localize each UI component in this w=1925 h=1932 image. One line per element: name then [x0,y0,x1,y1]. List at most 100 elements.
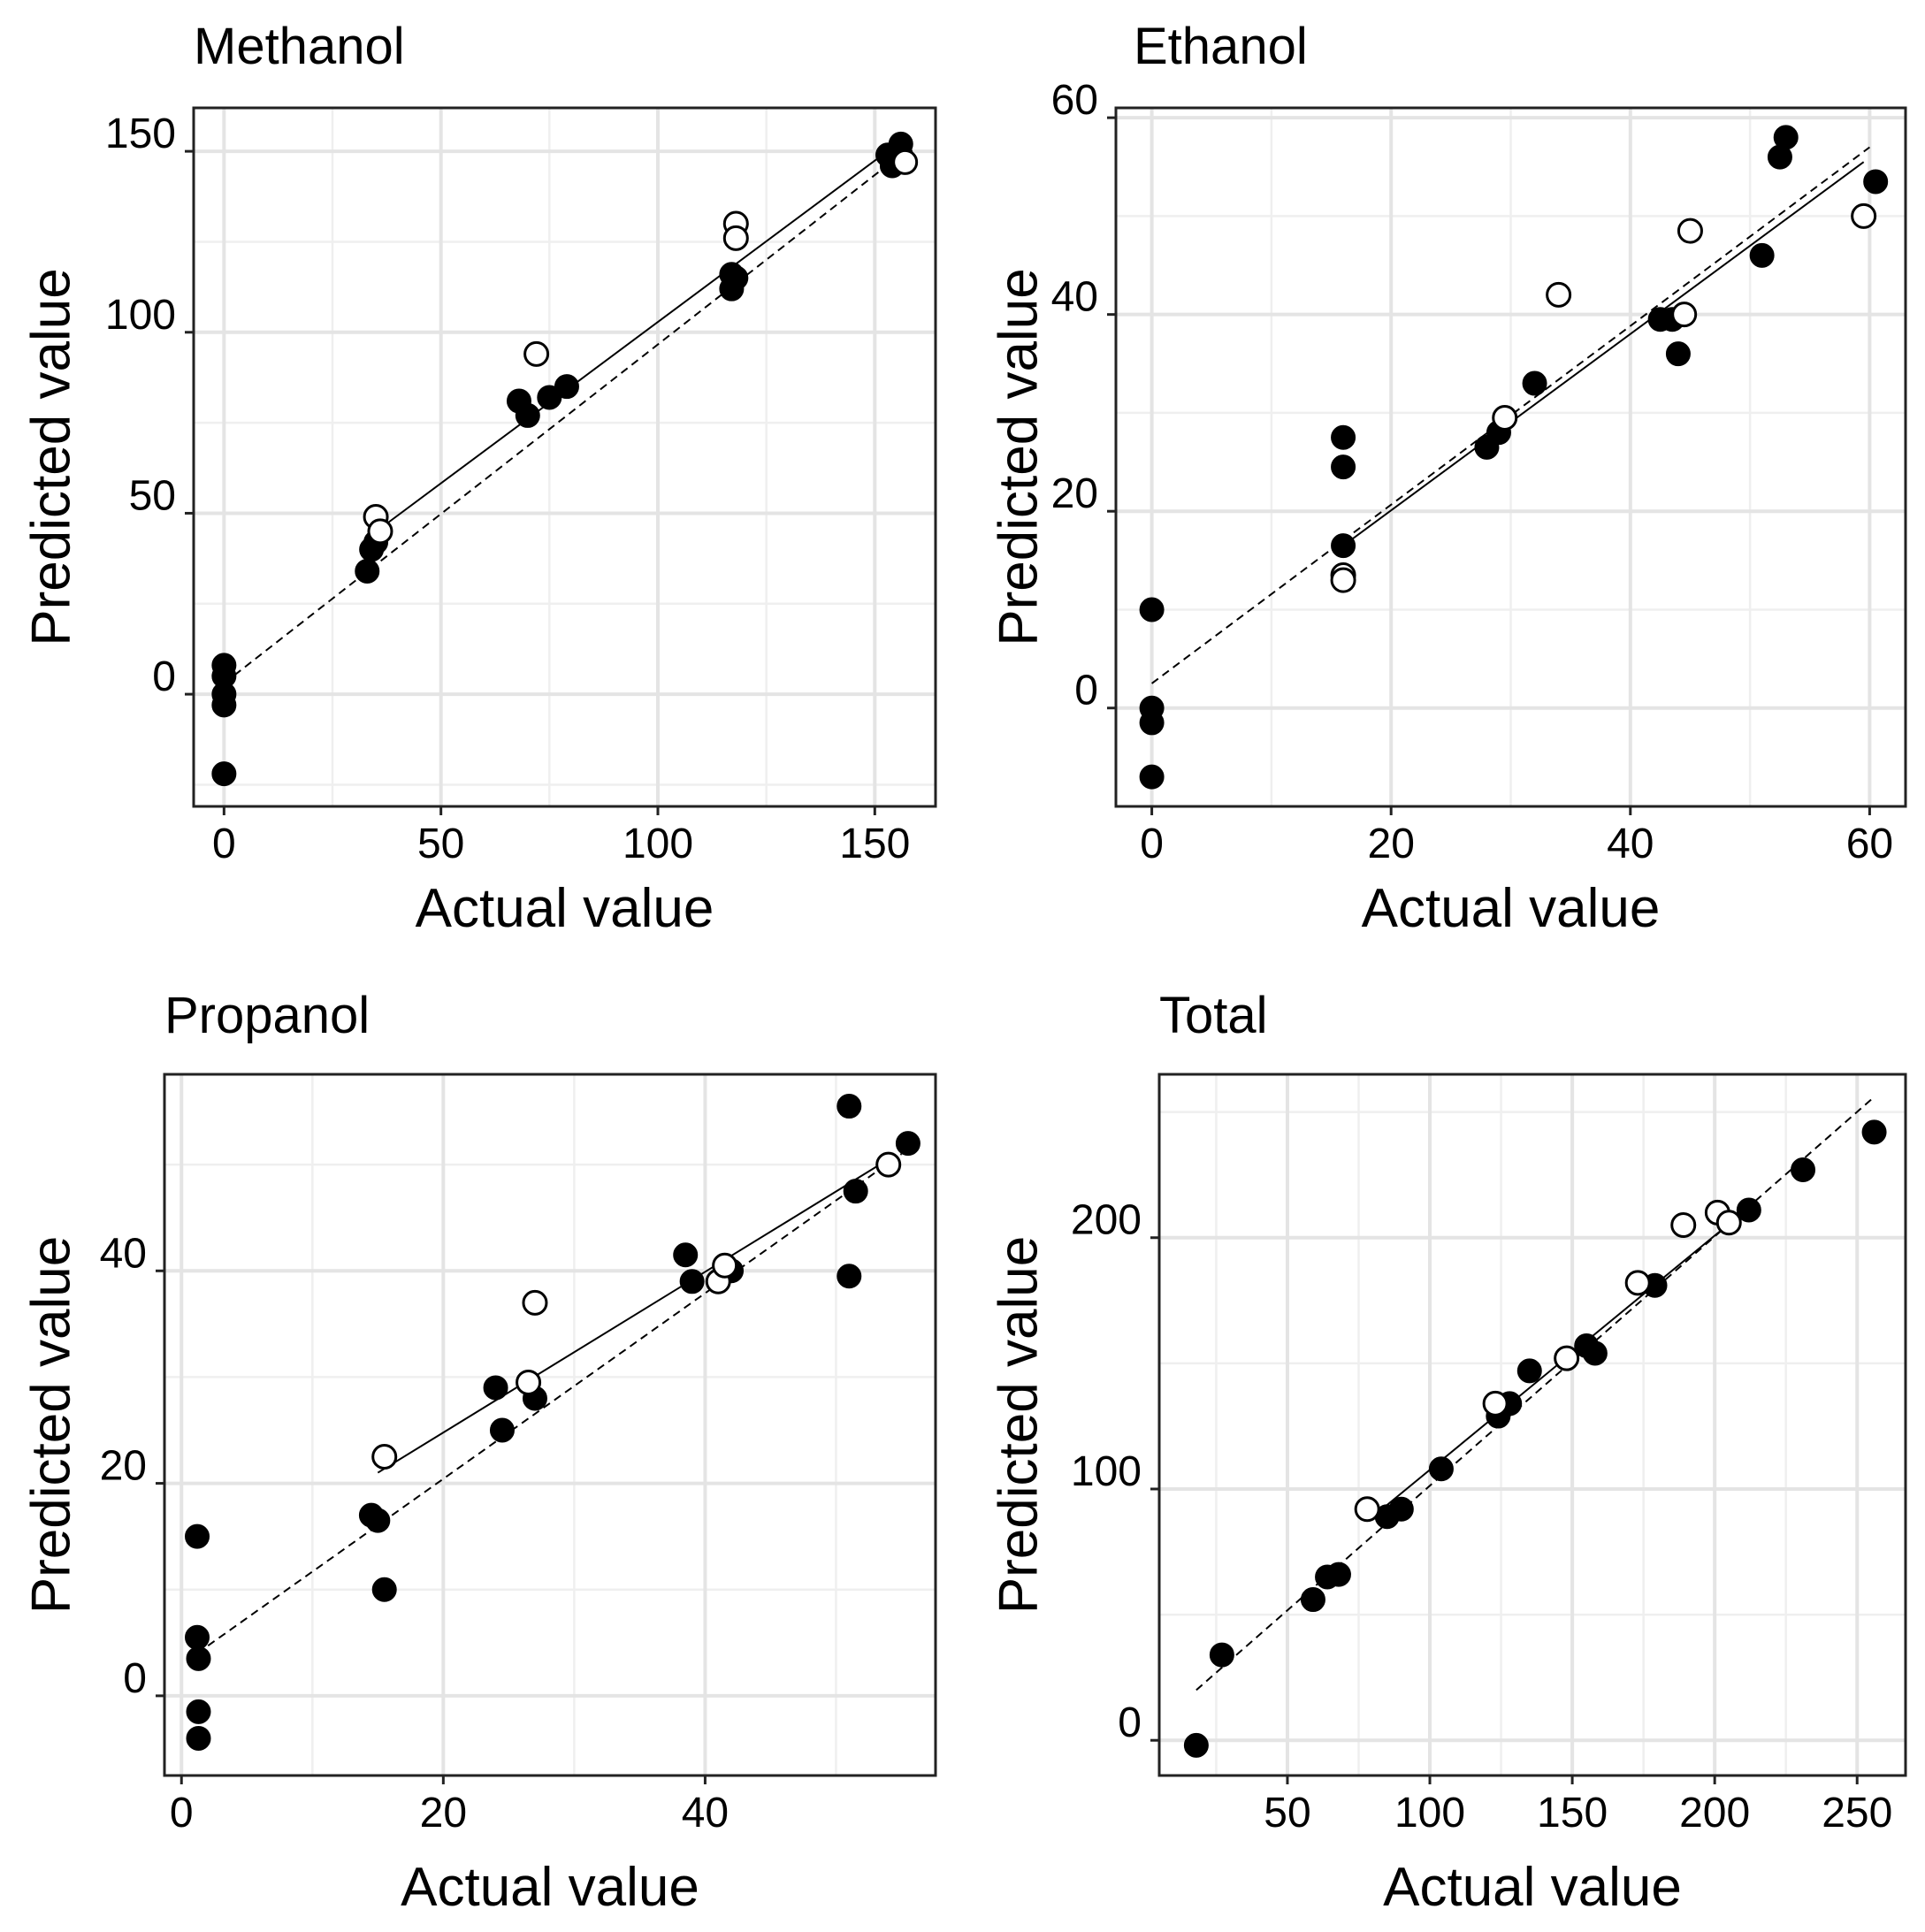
point-filled [365,1508,391,1533]
x-tick-label: 0 [212,821,236,867]
panel-propanol: 0 20 40 0 20 40 Propanol Actual value Predicted … [21,987,937,1918]
point-filled [1139,764,1165,790]
point-filled [1861,1119,1887,1145]
fit-line-solid [1342,161,1865,546]
point-filled [1183,1732,1209,1758]
panel-total: 50 100 150 200 250 0 100 200 Total Actual value Pr… [989,987,1907,1918]
point-filled [186,1699,211,1724]
point-filled [1139,597,1165,622]
plot-background [1159,1074,1906,1775]
x-tick-label: 40 [1607,821,1654,867]
y-tick-label: 150 [105,111,176,157]
x-tick-label: 40 [682,1790,729,1837]
plot-background [194,108,936,806]
fit-line-solid [377,1158,890,1474]
x-axis-label: Actual value [401,1857,699,1918]
y-tick-label: 20 [100,1443,147,1490]
point-filled [1428,1456,1454,1482]
point-open [875,1151,902,1178]
point-filled [371,1577,397,1602]
point-open [1492,404,1518,431]
y-axis-label: Predicted value [989,268,1050,645]
x-tick-label: 100 [623,821,693,867]
point-filled [836,1264,862,1289]
point-open [523,340,550,367]
point-filled [723,265,749,291]
point-filled [355,558,380,584]
point-filled [1139,710,1165,736]
point-filled [1331,454,1356,480]
y-axis-label: Predicted value [21,1236,82,1614]
panel-title: Methanol [194,18,405,75]
y-tick-label: 0 [123,1655,147,1702]
point-filled [1331,533,1356,559]
x-tick-label: 20 [1368,821,1415,867]
point-open [1677,218,1703,244]
plot-frame [192,106,937,808]
point-filled [1749,242,1775,268]
point-open [522,1289,548,1316]
point-filled [489,1417,515,1443]
y-tick-label: 100 [105,292,176,339]
point-filled [186,1725,211,1751]
point-open [1624,1270,1651,1296]
panel-title: Propanol [164,987,370,1044]
y-tick-label: 100 [1071,1448,1142,1495]
point-open [1851,202,1877,229]
x-tick-label: 150 [1537,1790,1608,1837]
point-open [712,1252,738,1279]
point-filled [483,1375,508,1401]
point-filled [554,374,579,400]
point-open [1671,302,1698,328]
point-open [892,149,919,175]
panel-title: Ethanol [1134,18,1308,75]
plot-background [164,1074,936,1775]
panel-ethanol: 0 20 40 60 0 20 40 60 Ethanol Actual value Predict… [989,18,1907,939]
y-tick-label: 60 [1051,77,1098,124]
x-axis-label: Actual value [416,878,714,939]
fit-line-dashed [1150,146,1871,684]
panel-methanol: 0 50 100 150 0 50 100 150 Methanol Actual value Pr… [21,18,937,939]
point-filled [1582,1340,1608,1366]
x-tick-label: 0 [1140,821,1164,867]
y-tick-label: 200 [1071,1197,1142,1244]
point-filled [673,1242,699,1268]
point-filled [185,1523,210,1549]
point-filled [1325,1562,1351,1587]
point-open [1330,567,1356,593]
plot-frame [1157,1073,1907,1777]
point-open [1670,1212,1697,1239]
point-open [367,518,393,545]
x-tick-label: 150 [839,821,910,867]
point-filled [1388,1496,1414,1522]
point-filled [836,1094,862,1119]
x-tick-label: 250 [1822,1790,1892,1837]
y-tick-label: 0 [1118,1699,1142,1746]
y-tick-label: 40 [100,1230,147,1277]
point-open [1482,1390,1509,1417]
point-filled [211,692,237,718]
point-open [1554,1345,1580,1371]
x-tick-label: 50 [1264,1790,1310,1837]
panel-title: Total [1159,987,1268,1044]
point-filled [1773,125,1799,150]
point-filled [1300,1587,1325,1613]
x-tick-label: 200 [1679,1790,1750,1837]
fit-line-dashed [196,1153,903,1654]
point-filled [1665,341,1691,367]
y-axis-label: Predicted value [989,1236,1050,1614]
y-tick-label: 0 [152,653,176,700]
point-open [1546,281,1572,308]
point-filled [679,1269,705,1294]
fit-line-solid [370,147,893,536]
point-filled [1209,1642,1234,1668]
x-tick-label: 20 [420,1790,467,1837]
point-filled [1522,370,1547,396]
point-open [1715,1210,1742,1236]
point-open [1354,1496,1380,1523]
point-filled [1791,1157,1816,1183]
x-tick-label: 0 [170,1790,194,1837]
x-axis-label: Actual value [1383,1857,1682,1918]
y-tick-label: 40 [1051,274,1098,321]
